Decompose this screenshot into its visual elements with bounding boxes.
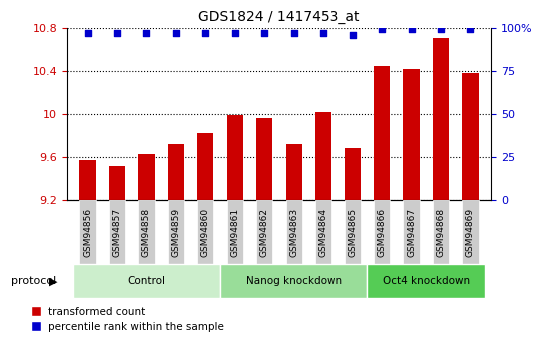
- Text: GSM94859: GSM94859: [171, 207, 180, 257]
- Point: [436, 27, 445, 32]
- Bar: [403, 69, 420, 200]
- Text: Nanog knockdown: Nanog knockdown: [246, 276, 342, 286]
- Bar: [463, 73, 479, 200]
- Text: GSM94861: GSM94861: [230, 207, 239, 257]
- Point: [260, 30, 269, 36]
- Bar: [138, 154, 155, 200]
- Point: [171, 30, 180, 36]
- Text: GSM94862: GSM94862: [260, 207, 269, 257]
- Text: GSM94856: GSM94856: [83, 207, 92, 257]
- Point: [319, 30, 328, 36]
- Bar: [168, 144, 184, 200]
- Text: GSM94867: GSM94867: [407, 207, 416, 257]
- Text: Oct4 knockdown: Oct4 knockdown: [383, 276, 470, 286]
- Point: [407, 27, 416, 32]
- Point: [83, 30, 92, 36]
- Point: [113, 30, 122, 36]
- Title: GDS1824 / 1417453_at: GDS1824 / 1417453_at: [198, 10, 360, 24]
- Text: GSM94865: GSM94865: [348, 207, 357, 257]
- Bar: [256, 118, 272, 200]
- Point: [348, 32, 357, 37]
- Point: [289, 30, 298, 36]
- Text: GSM94860: GSM94860: [201, 207, 210, 257]
- Bar: [286, 144, 302, 200]
- Text: GSM94863: GSM94863: [289, 207, 298, 257]
- Legend: transformed count, percentile rank within the sample: transformed count, percentile rank withi…: [27, 303, 228, 336]
- Bar: [315, 112, 331, 200]
- Bar: [198, 133, 214, 200]
- Text: GSM94868: GSM94868: [436, 207, 445, 257]
- Bar: [344, 148, 360, 200]
- Bar: [227, 115, 243, 200]
- Bar: [109, 166, 125, 200]
- Point: [230, 30, 239, 36]
- Bar: [374, 67, 390, 200]
- Point: [201, 30, 210, 36]
- Point: [142, 30, 151, 36]
- Bar: [433, 38, 449, 200]
- Point: [378, 27, 387, 32]
- Text: GSM94864: GSM94864: [319, 207, 328, 257]
- Text: GSM94858: GSM94858: [142, 207, 151, 257]
- Text: Control: Control: [127, 276, 166, 286]
- Text: GSM94869: GSM94869: [466, 207, 475, 257]
- Point: [466, 27, 475, 32]
- Text: protocol: protocol: [11, 276, 56, 286]
- Bar: [79, 160, 95, 200]
- Text: GSM94866: GSM94866: [378, 207, 387, 257]
- Text: ▶: ▶: [49, 276, 57, 286]
- Text: GSM94857: GSM94857: [113, 207, 122, 257]
